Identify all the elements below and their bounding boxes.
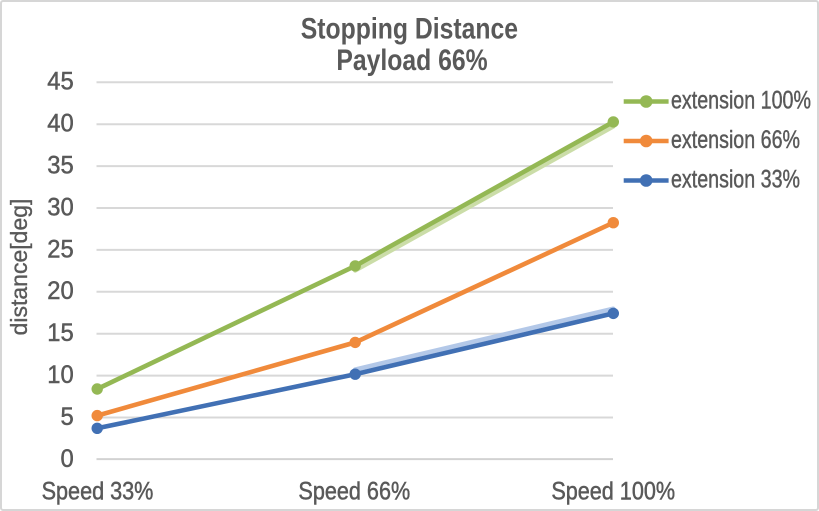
svg-text:0: 0 — [60, 445, 73, 473]
svg-text:25: 25 — [47, 236, 73, 264]
svg-text:20: 20 — [47, 278, 73, 306]
svg-text:Payload 66%: Payload 66% — [336, 43, 487, 77]
svg-text:Stopping Distance: Stopping Distance — [301, 11, 518, 45]
svg-text:5: 5 — [60, 403, 73, 431]
svg-text:40: 40 — [47, 110, 73, 138]
svg-text:extension 66%: extension 66% — [671, 126, 800, 154]
svg-text:extension 100%: extension 100% — [671, 86, 811, 114]
svg-text:distance[deg]: distance[deg] — [6, 199, 32, 336]
svg-text:Speed 66%: Speed 66% — [298, 477, 410, 505]
svg-text:extension 33%: extension 33% — [671, 165, 800, 193]
svg-text:10: 10 — [47, 361, 73, 389]
svg-text:Speed 33%: Speed 33% — [42, 477, 154, 505]
svg-text:Speed 100%: Speed 100% — [551, 477, 675, 505]
svg-text:35: 35 — [47, 152, 73, 180]
svg-text:15: 15 — [47, 320, 73, 348]
svg-text:30: 30 — [47, 194, 73, 222]
svg-text:45: 45 — [47, 68, 73, 96]
